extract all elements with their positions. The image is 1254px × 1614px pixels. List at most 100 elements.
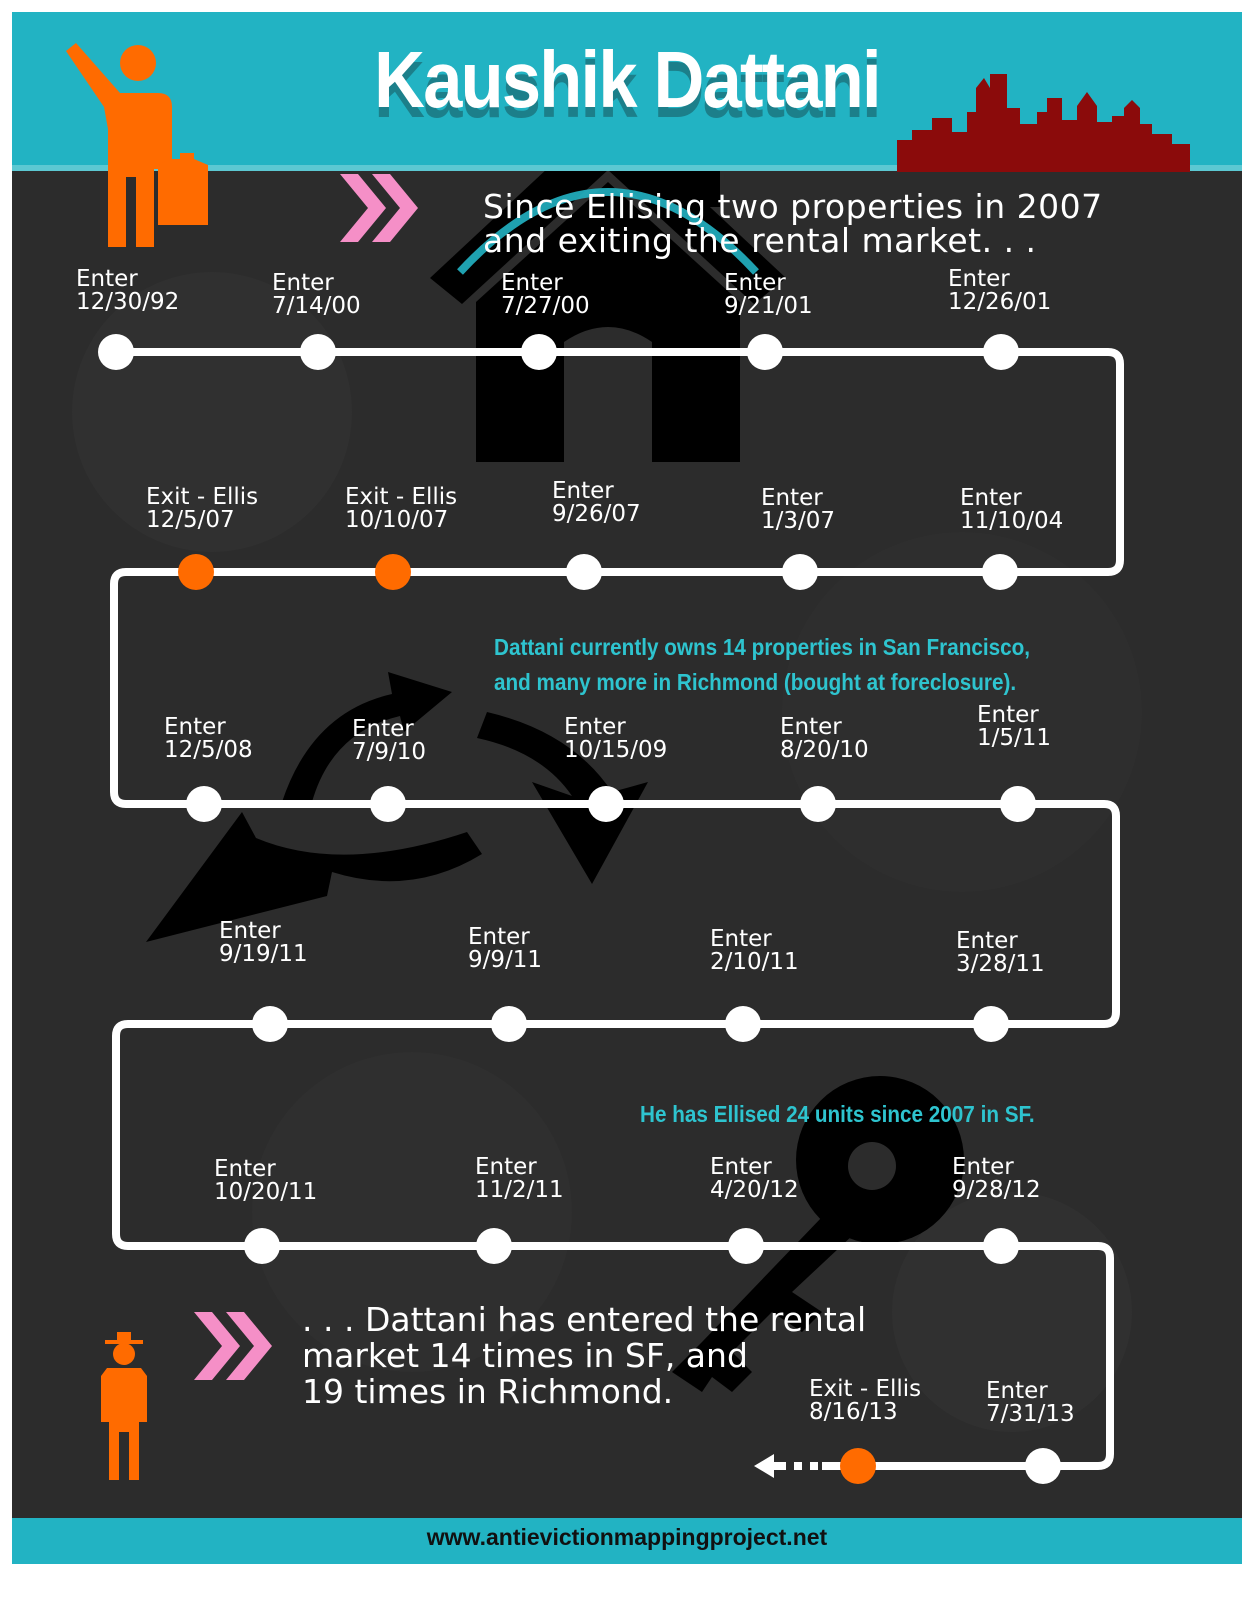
timeline-exit-dot (178, 554, 214, 590)
event-type: Enter (724, 270, 786, 296)
event-date: 9/28/12 (952, 1177, 1041, 1203)
timeline-event-label: Enter 9/26/07 (552, 480, 641, 526)
timeline-enter-dot (782, 554, 818, 590)
timeline-enter-dot (973, 1006, 1009, 1042)
timeline-enter-dot (521, 334, 557, 370)
skyline-icon (897, 74, 1190, 172)
event-type: Enter (977, 702, 1039, 728)
intro-text: Since Ellising two properties in 2007 an… (483, 187, 1103, 260)
event-date: 7/14/00 (272, 293, 361, 319)
timeline-event-label: Exit - Ellis 8/16/13 (809, 1378, 921, 1424)
event-type: Enter (956, 928, 1018, 954)
event-type: Enter (352, 716, 414, 742)
double-chevron-icon (340, 174, 418, 242)
timeline-event-label: Enter 11/2/11 (475, 1156, 564, 1202)
header-divider (12, 165, 1242, 171)
bottom-margin (12, 1564, 1242, 1602)
event-date: 4/20/12 (710, 1177, 799, 1203)
event-date: 10/15/09 (564, 737, 668, 763)
event-date: 1/5/11 (977, 725, 1052, 751)
timeline-event-label: Enter 9/9/11 (468, 926, 542, 972)
event-type: Enter (948, 266, 1010, 292)
timeline-event-label: Enter 1/3/07 (761, 487, 835, 533)
footer-band (12, 1518, 1242, 1564)
event-date: 12/26/01 (948, 289, 1052, 315)
timeline-event-label: Enter 2/10/11 (710, 928, 799, 974)
event-date: 7/9/10 (352, 739, 427, 765)
man-with-hat-icon (101, 1332, 147, 1480)
timeline-event-label: Enter 7/9/10 (352, 718, 426, 764)
timeline-enter-dot (982, 554, 1018, 590)
event-date: 10/10/07 (345, 507, 449, 533)
event-date: 9/21/01 (724, 293, 813, 319)
event-type: Enter (468, 924, 530, 950)
event-type: Exit - Ellis (809, 1376, 922, 1402)
timeline-event-label: Enter 10/20/11 (214, 1158, 317, 1204)
event-date: 9/9/11 (468, 947, 543, 973)
timeline-enter-dot (252, 1006, 288, 1042)
event-type: Exit - Ellis (345, 484, 458, 510)
timeline-event-label: Enter 3/28/11 (956, 930, 1045, 976)
timeline-event-label: Enter 7/27/00 (501, 272, 590, 318)
timeline-event-label: Enter 9/28/12 (952, 1156, 1041, 1202)
timeline-enter-dot (491, 1006, 527, 1042)
event-date: 8/20/10 (780, 737, 869, 763)
timeline-event-label: Enter 7/14/00 (272, 272, 361, 318)
timeline-enter-dot (983, 1228, 1019, 1264)
event-type: Enter (564, 714, 626, 740)
event-type: Enter (272, 270, 334, 296)
timeline-event-label: Enter 12/30/92 (76, 268, 179, 314)
properties-note: Dattani currently owns 14 properties in … (494, 634, 1031, 695)
timeline-exit-dot (840, 1448, 876, 1484)
traveler-icon (66, 43, 208, 247)
event-date: 9/19/11 (219, 941, 308, 967)
timeline-event-label: Enter 7/31/13 (986, 1380, 1075, 1426)
timeline-enter-dot (1000, 786, 1036, 822)
event-type: Enter (710, 926, 772, 952)
timeline-event-label: Exit - Ellis 10/10/07 (345, 486, 457, 532)
infographic: Kaushik Dattani Since Ellising two prope… (12, 12, 1242, 1602)
timeline-enter-dot (186, 786, 222, 822)
event-date: 7/31/13 (986, 1401, 1075, 1427)
event-date: 11/10/04 (960, 508, 1064, 534)
event-type: Enter (952, 1154, 1014, 1180)
event-date: 8/16/13 (809, 1399, 898, 1425)
page-title: Kaushik Dattani (374, 35, 881, 124)
timeline-arrowhead (754, 1454, 774, 1478)
timeline-enter-dot (476, 1228, 512, 1264)
timeline-event-label: Enter 12/5/08 (164, 716, 253, 762)
event-type: Enter (710, 1154, 772, 1180)
event-type: Exit - Ellis (146, 484, 259, 510)
event-date: 2/10/11 (710, 949, 799, 975)
timeline-exit-dot (375, 554, 411, 590)
timeline-enter-dot (747, 334, 783, 370)
event-date: 11/2/11 (475, 1177, 564, 1203)
event-date: 9/26/07 (552, 501, 641, 527)
event-type: Enter (986, 1378, 1048, 1404)
event-type: Enter (780, 714, 842, 740)
event-type: Enter (501, 270, 563, 296)
timeline-enter-dot (1025, 1448, 1061, 1484)
timeline-enter-dot (98, 334, 134, 370)
event-date: 12/5/08 (164, 737, 253, 763)
footer-url: www.antievictionmappingproject.net (426, 1524, 828, 1550)
timeline-event-label: Enter 8/20/10 (780, 716, 869, 762)
event-type: Enter (552, 478, 614, 504)
event-type: Enter (960, 485, 1022, 511)
event-date: 1/3/07 (761, 508, 836, 534)
event-date: 12/30/92 (76, 289, 180, 315)
timeline-enter-dot (300, 334, 336, 370)
timeline-enter-dot (800, 786, 836, 822)
timeline-enter-dot (244, 1228, 280, 1264)
event-date: 7/27/00 (501, 293, 590, 319)
event-date: 10/20/11 (214, 1179, 318, 1205)
timeline-event-label: Exit - Ellis 12/5/07 (146, 486, 258, 532)
event-date: 12/5/07 (146, 507, 235, 533)
recycle-arrows-icon (146, 672, 648, 942)
event-type: Enter (761, 485, 823, 511)
timeline-event-label: Enter 9/19/11 (219, 920, 308, 966)
timeline-enter-dot (588, 786, 624, 822)
event-date: 3/28/11 (956, 951, 1045, 977)
timeline-event-label: Enter 4/20/12 (710, 1156, 799, 1202)
timeline-enter-dot (370, 786, 406, 822)
